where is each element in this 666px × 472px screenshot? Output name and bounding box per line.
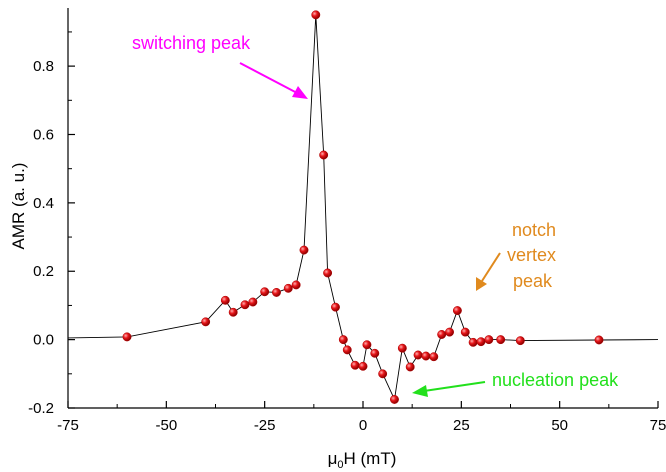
data-point xyxy=(496,335,506,345)
data-point xyxy=(476,337,486,347)
data-point xyxy=(220,295,230,305)
x-tick-label: 50 xyxy=(551,417,568,434)
notch-vertex-arrowhead xyxy=(476,277,487,291)
x-axis-title-mu: μ xyxy=(328,449,338,468)
nucleation-peak-arrowhead xyxy=(412,385,428,397)
data-point xyxy=(299,245,309,255)
data-point xyxy=(445,327,454,337)
data-point xyxy=(323,268,333,278)
y-tick-label: 0.6 xyxy=(33,126,54,143)
data-point xyxy=(437,330,447,339)
x-tick-label: -75 xyxy=(57,417,79,434)
x-axis-title-sub: 0 xyxy=(337,459,343,471)
data-point xyxy=(362,340,372,350)
data-point xyxy=(405,362,415,372)
y-tick-label: 0.0 xyxy=(33,332,54,349)
data-point xyxy=(260,287,270,297)
x-ticks: -75 -50 -25 0 25 50 75 xyxy=(57,401,666,434)
data-point xyxy=(468,337,478,347)
data-point xyxy=(331,302,340,312)
y-tick-label: 0.2 xyxy=(33,263,54,280)
nucleation-peak-label: nucleation peak xyxy=(492,370,619,390)
peak-label: peak xyxy=(513,271,553,291)
data-point xyxy=(421,351,431,361)
data-point xyxy=(594,335,604,345)
data-point xyxy=(248,297,258,307)
x-tick-label: 25 xyxy=(453,417,470,434)
switching-peak-arrowhead xyxy=(292,86,308,99)
data-point xyxy=(378,369,388,379)
data-point xyxy=(397,343,407,353)
data-point xyxy=(429,352,439,362)
plot-area xyxy=(67,10,659,404)
data-point xyxy=(201,317,211,327)
data-point xyxy=(515,336,525,346)
data-point xyxy=(413,350,423,360)
data-point xyxy=(350,360,360,370)
x-tick-label: -25 xyxy=(254,417,276,434)
series-line xyxy=(67,14,659,402)
data-point xyxy=(283,283,293,293)
data-point xyxy=(240,300,250,310)
y-ticks: -0.2 0.0 0.2 0.4 0.6 0.8 xyxy=(28,31,75,417)
y-tick-label: 0.4 xyxy=(33,195,54,212)
x-axis-title: μ0H (mT) xyxy=(328,449,397,471)
data-point xyxy=(338,335,348,345)
vertex-label: vertex xyxy=(507,245,556,265)
y-tick-label: 0.8 xyxy=(33,58,54,75)
switching-peak-label: switching peak xyxy=(132,33,251,53)
switching-peak-arrow xyxy=(239,62,300,95)
x-axis-title-rest: H (mT) xyxy=(344,449,397,468)
y-tick-label: -0.2 xyxy=(28,400,54,417)
data-point xyxy=(272,287,281,297)
data-point xyxy=(390,395,399,404)
data-point xyxy=(311,10,321,20)
x-tick-label: 75 xyxy=(650,417,666,434)
data-point xyxy=(460,327,470,337)
data-point xyxy=(358,361,368,371)
data-point xyxy=(319,150,329,160)
data-point xyxy=(291,280,301,290)
notch-vertex-arrow xyxy=(481,252,501,282)
y-axis-title: AMR (a. u.) xyxy=(9,163,28,250)
data-point xyxy=(452,306,462,316)
data-point xyxy=(370,348,380,358)
data-point xyxy=(484,335,494,345)
notch-label: notch xyxy=(512,220,556,240)
nucleation-peak-arrow xyxy=(423,381,486,392)
x-tick-label: -50 xyxy=(155,417,177,434)
data-point xyxy=(122,332,132,342)
data-point xyxy=(342,345,352,355)
data-point xyxy=(228,307,238,317)
x-tick-label: 0 xyxy=(359,417,367,434)
